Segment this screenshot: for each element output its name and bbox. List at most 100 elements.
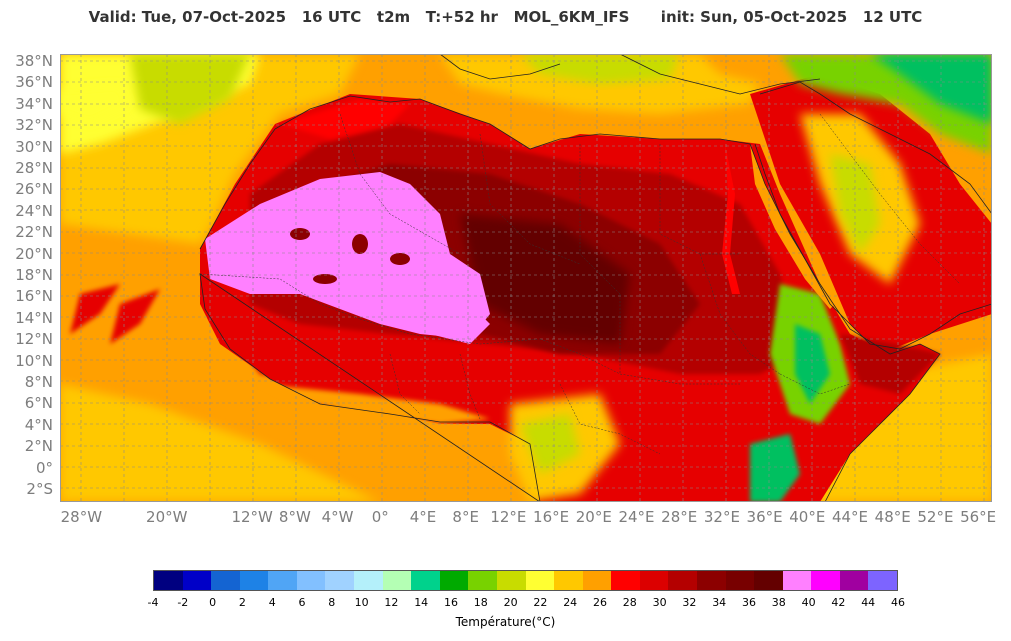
colorbar-tick-label: 22 — [533, 596, 548, 609]
colorbar-tick-label: 2 — [238, 596, 246, 609]
lon-label: 52°E — [917, 508, 954, 526]
colorbar-swatch — [268, 571, 297, 590]
colorbar-tick-label: 46 — [891, 596, 905, 609]
lat-label: 4°N — [24, 415, 53, 434]
atlantic-hot-streaks-2 — [110, 289, 160, 344]
arabia-coastline — [754, 81, 992, 350]
colorbar-swatch — [468, 571, 497, 590]
lon-label: 20°E — [575, 508, 612, 526]
lon-label: 12°E — [490, 508, 527, 526]
colorbar-tick-label: 38 — [771, 596, 786, 609]
lat-label: 38°N — [15, 52, 53, 70]
peak-speck-1 — [290, 228, 310, 240]
colorbar-swatch — [754, 571, 783, 590]
atlantic-cool-blob — [60, 84, 130, 124]
colorbar-swatch — [554, 571, 583, 590]
colorbar-swatch — [354, 571, 383, 590]
africa-coastline — [199, 95, 941, 502]
colorbar-tick-label: 20 — [503, 596, 518, 609]
west-africa-coast — [260, 384, 490, 424]
colorbar-swatch — [611, 571, 640, 590]
country-borders — [199, 113, 961, 455]
colorbar-swatch — [639, 571, 669, 590]
colorbar-tick-label: -2 — [177, 596, 189, 609]
colorbar-swatch — [811, 571, 840, 590]
horn-of-africa — [840, 334, 940, 394]
colorbar-swatch — [725, 571, 755, 590]
lon-label: 4°E — [409, 508, 437, 526]
congo-basin-cool — [520, 414, 580, 474]
lat-label: 28°N — [15, 159, 53, 177]
colorbar-swatch — [668, 571, 697, 590]
colorbar-tick-label: 14 — [414, 596, 429, 609]
colorbar — [153, 570, 898, 591]
colorbar-swatch — [296, 571, 326, 590]
map-canvas — [60, 54, 992, 502]
colorbar-tick-label: 18 — [473, 596, 488, 609]
lat-label: 16°N — [15, 287, 53, 306]
lat-label: 2°N — [24, 437, 53, 456]
colorbar-swatch — [696, 571, 726, 590]
lon-label: 28°W — [60, 508, 103, 526]
lon-label: 8°E — [452, 508, 479, 526]
lon-label: 8°W — [278, 508, 311, 526]
lat-label: 32°N — [15, 116, 53, 135]
lat-label: 34°N — [15, 94, 53, 113]
lon-label: 0° — [371, 508, 389, 526]
colorbar-tick-label: 36 — [742, 596, 756, 609]
colorbar-tick-label: 12 — [384, 596, 399, 609]
colorbar-tick-label: 26 — [593, 596, 607, 609]
sahara-peak — [205, 172, 490, 339]
colorbar-tick-label: 6 — [298, 596, 306, 609]
colorbar-tick-label: 28 — [622, 596, 637, 609]
lon-label: 48°E — [874, 508, 911, 526]
colorbar-tick-label: 44 — [861, 596, 876, 609]
ocean-highland-atlantic — [130, 54, 250, 124]
colorbar-tick-label: 34 — [712, 596, 727, 609]
lat-label: 22°N — [15, 223, 53, 242]
peak-speck-3 — [352, 234, 368, 254]
colorbar-tick-label: 8 — [328, 596, 336, 609]
colorbar-tick-label: 16 — [444, 596, 458, 609]
peak-speck-2 — [313, 274, 337, 284]
ethiopian-highlands-core — [795, 324, 830, 404]
colorbar-swatch — [782, 571, 812, 590]
lat-label: 30°N — [15, 137, 53, 156]
colorbar-swatch — [868, 571, 898, 590]
atlas-mountains — [280, 99, 410, 139]
lat-label: 26°N — [15, 180, 53, 199]
colorbar-tick-label: 0 — [209, 596, 217, 609]
colorbar-swatch — [182, 571, 212, 590]
colorbar-swatch — [239, 571, 269, 590]
colorbar-swatch — [325, 571, 355, 590]
colorbar-tick-label: 24 — [563, 596, 578, 609]
europe-coastline — [439, 54, 821, 95]
lat-label: 14°N — [15, 308, 53, 327]
east-africa-highlands — [750, 434, 800, 502]
lon-label: 24°E — [618, 508, 655, 526]
atlantic-hot-streaks — [70, 284, 120, 334]
lat-label: 24°N — [15, 201, 53, 220]
lat-label: 20°N — [15, 244, 53, 263]
lat-label: 36°N — [15, 73, 53, 92]
lon-label: 40°E — [789, 508, 826, 526]
colorbar-tick-label: 40 — [801, 596, 816, 609]
iran-vegetation — [870, 54, 992, 124]
lon-label: 28°E — [661, 508, 698, 526]
colorbar-swatch — [582, 571, 612, 590]
sahel-belt — [240, 344, 560, 404]
colorbar-swatch — [496, 571, 526, 590]
lat-label: 2°S — [26, 480, 53, 498]
colorbar-tick-label: 10 — [354, 596, 369, 609]
sahara-peak-east — [420, 284, 490, 344]
colorbar-swatch — [411, 571, 440, 590]
lon-label: 12°W — [231, 508, 273, 526]
lon-label: 4°W — [321, 508, 354, 526]
colorbar-swatch — [839, 571, 869, 590]
colorbar-tick-label: 42 — [831, 596, 846, 609]
lon-label: 44°E — [831, 508, 869, 526]
lat-label: 8°N — [24, 373, 53, 391]
lon-label: 32°E — [703, 508, 740, 526]
graticule — [60, 54, 992, 502]
colorbar-swatch — [382, 571, 412, 590]
